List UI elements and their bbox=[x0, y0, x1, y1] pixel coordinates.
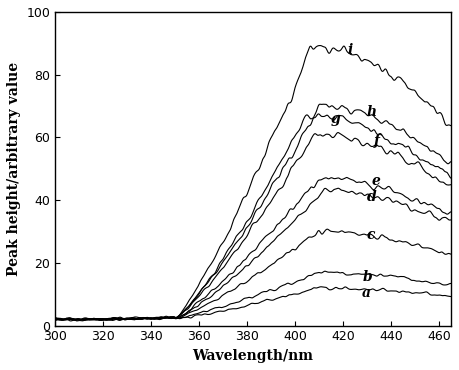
X-axis label: Wavelength/nm: Wavelength/nm bbox=[193, 349, 313, 363]
Text: i: i bbox=[348, 43, 353, 57]
Y-axis label: Peak height/arbitrary value: Peak height/arbitrary value bbox=[7, 62, 21, 276]
Text: d: d bbox=[367, 190, 377, 204]
Text: c: c bbox=[367, 228, 375, 242]
Text: g: g bbox=[331, 112, 341, 125]
Text: e: e bbox=[372, 174, 381, 188]
Text: f: f bbox=[374, 134, 380, 148]
Text: h: h bbox=[367, 105, 377, 120]
Text: a: a bbox=[362, 286, 371, 300]
Text: b: b bbox=[362, 270, 372, 284]
